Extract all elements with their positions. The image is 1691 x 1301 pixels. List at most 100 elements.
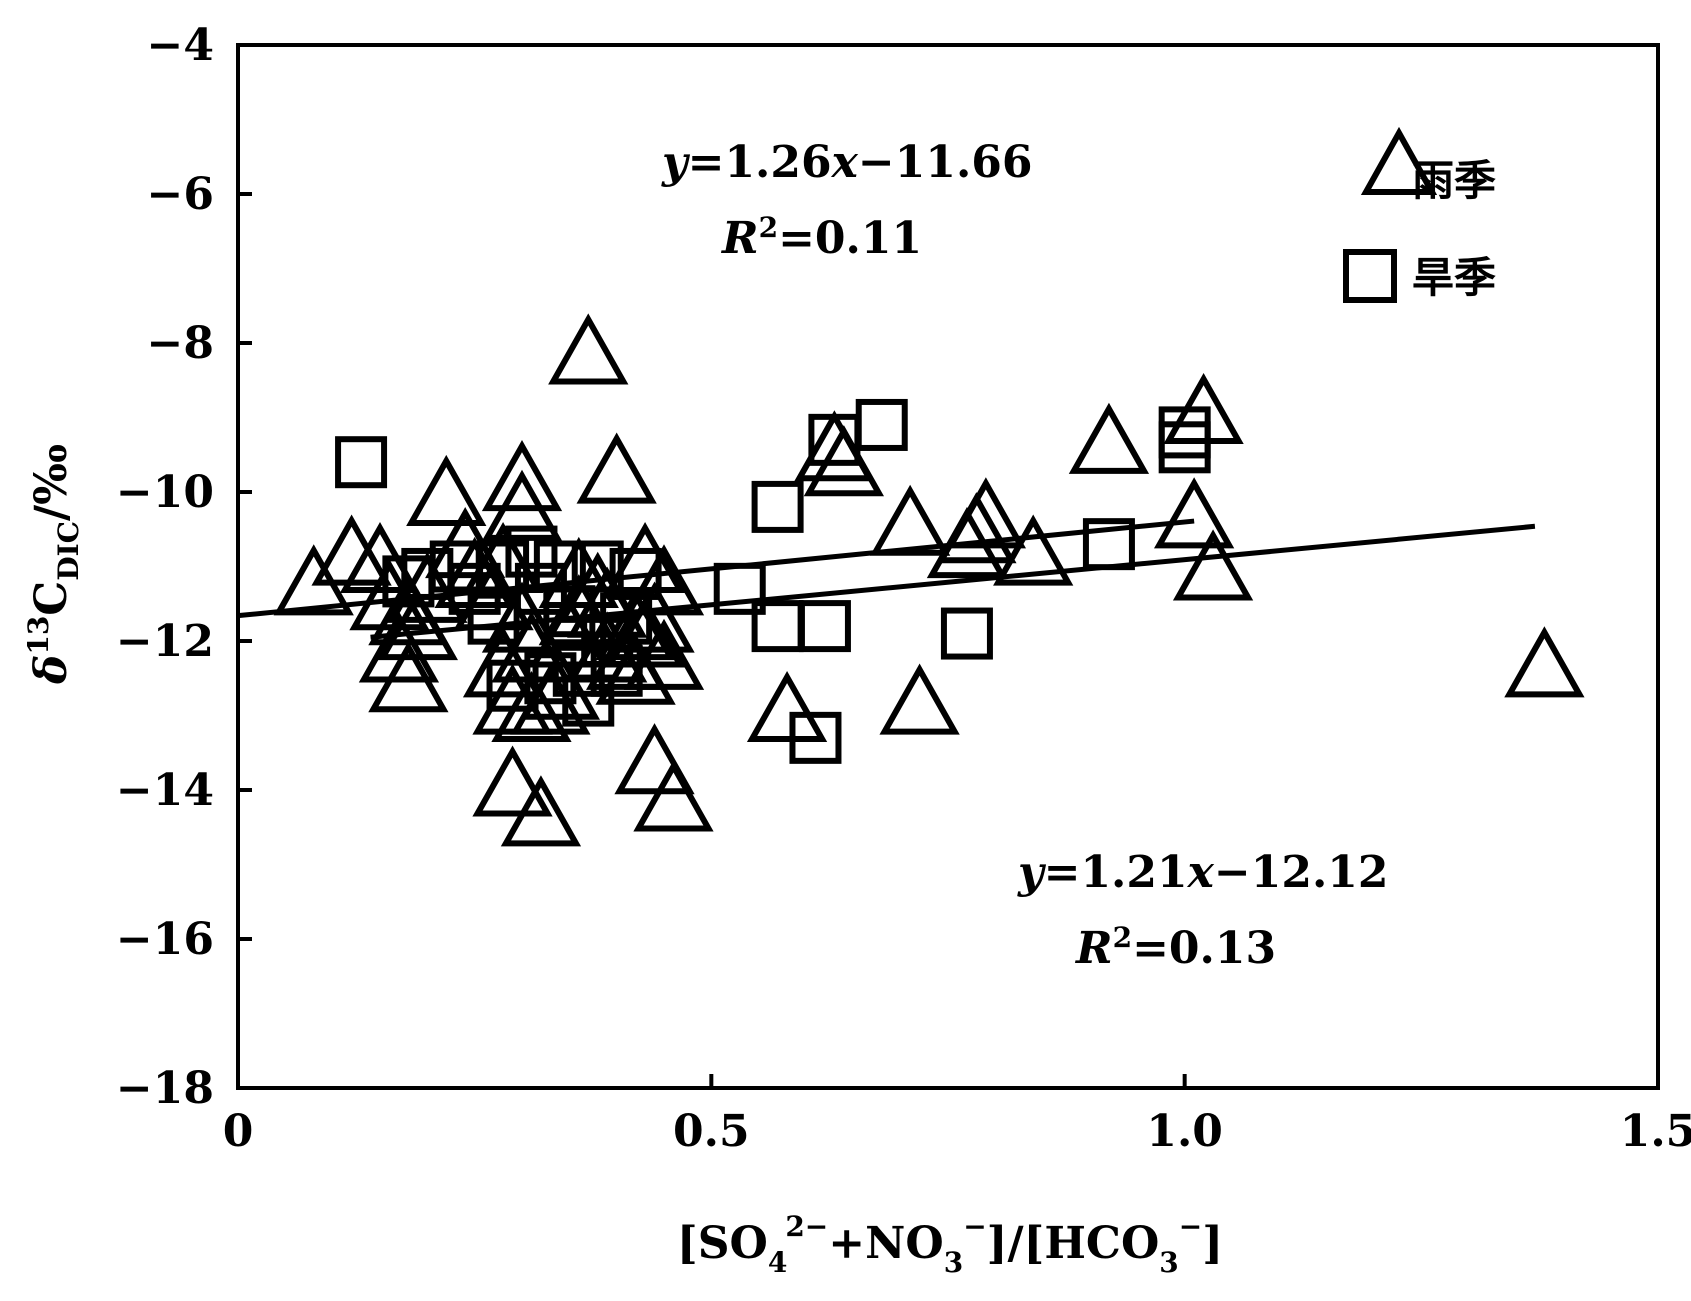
- x-tick-label: 1.0: [1146, 1106, 1223, 1157]
- xlabel-sub-4: 4: [768, 1246, 787, 1279]
- xlabel-sub-3b: 3: [1159, 1246, 1178, 1279]
- rainy-season-point: [595, 633, 676, 705]
- dry-season-point: [609, 547, 662, 600]
- xlabel-part-no: +NO: [828, 1218, 943, 1269]
- xlabel-part-close: ]: [1202, 1218, 1223, 1269]
- rainy-season-point: [993, 514, 1074, 586]
- eq-rainy-y: y: [661, 137, 691, 188]
- eq-dry-rest: −12.12: [1214, 847, 1389, 898]
- y-tick-label: −4: [147, 20, 214, 71]
- ylabel-delta: δ: [26, 655, 77, 685]
- rainy-season-point: [368, 641, 449, 713]
- eq-rainy-x: x: [831, 137, 859, 188]
- rainy-season-point: [623, 544, 705, 616]
- xlabel-part-1: [SO: [677, 1218, 768, 1269]
- dry-season-point: [798, 600, 851, 653]
- dry-season-point: [713, 562, 766, 615]
- dry-season-point: [751, 480, 804, 533]
- dry-season-point: [789, 711, 842, 764]
- dry-season-point: [562, 674, 615, 727]
- dry-season-point: [505, 525, 558, 578]
- x-tick-label: 0.5: [673, 1106, 750, 1157]
- dry-season-point: [467, 592, 520, 645]
- y-tick-label: −14: [116, 765, 214, 816]
- y-tick-label: −10: [116, 467, 214, 518]
- r2-rainy-val: =0.11: [778, 213, 922, 264]
- rainy-season-point: [869, 484, 951, 556]
- rainy-season-point: [481, 469, 563, 541]
- xlabel-sup-minus-b: −: [1179, 1210, 1202, 1243]
- rainy-season-point: [406, 454, 487, 527]
- rainy-season-point: [1504, 626, 1585, 698]
- rainy-season-point: [481, 581, 563, 653]
- y-tick-label: −6: [147, 169, 214, 220]
- rainy-season-point: [481, 440, 563, 512]
- xlabel-sub-3a: 3: [944, 1246, 963, 1279]
- legend: 雨季 旱季: [1343, 126, 1496, 303]
- rainy-season-point: [548, 313, 629, 385]
- dry-season-point: [1158, 421, 1211, 474]
- ylabel-unit: /‰: [26, 444, 77, 521]
- xlabel-sup-2minus: 2−: [785, 1210, 828, 1243]
- rainy-season-point: [879, 663, 960, 735]
- rainy-season-point: [576, 432, 657, 504]
- ylabel-sup-13: 13: [22, 616, 55, 655]
- r2-rainy-r: R: [720, 213, 759, 264]
- equation-rainy: y=1.26x−11.66: [661, 137, 1033, 188]
- xlabel-part-hco: ]/[HCO: [987, 1218, 1160, 1269]
- rainy-season-point: [472, 745, 553, 817]
- equation-dry: y=1.21x−12.12: [1017, 847, 1389, 898]
- ylabel-c: C: [26, 581, 77, 616]
- dry-season-point: [335, 436, 388, 489]
- eq-rainy-rest: −11.66: [858, 137, 1033, 188]
- x-axis-title: [SO42−+NO3−]/[HCO3−]: [677, 1210, 1223, 1279]
- ylabel-sub-dic: DIC: [52, 521, 85, 581]
- dry-season-point: [1082, 518, 1135, 571]
- rainy-season-point: [1172, 529, 1254, 601]
- rainy-season-point: [633, 760, 714, 832]
- dry-season-point: [552, 644, 605, 697]
- rainy-season-point: [519, 648, 601, 720]
- y-axis-title: δ13CDIC/‰: [22, 444, 85, 685]
- dry-season-point: [543, 585, 596, 638]
- data-marks: [273, 313, 1585, 847]
- rainy-season-point: [358, 611, 440, 683]
- eq-dry-eq: =1.21: [1044, 847, 1188, 898]
- r2-rainy-sup: 2: [759, 211, 778, 244]
- dry-season-point: [940, 607, 993, 660]
- rainy-season-point: [500, 775, 582, 847]
- y-tick-label: −16: [116, 914, 214, 965]
- rainy-season-point: [1153, 477, 1235, 549]
- x-axis: 0 0.5 1.0 1.5: [223, 1074, 1691, 1157]
- r2-dry-val: =0.13: [1132, 923, 1276, 974]
- r2-dry: R2=0.13: [1074, 921, 1276, 974]
- legend-label-rainy: 雨季: [1412, 156, 1496, 205]
- y-tick-label: −8: [147, 318, 214, 369]
- y-tick-label: −18: [116, 1063, 214, 1114]
- dry-season-point: [486, 659, 539, 712]
- eq-dry-y: y: [1017, 847, 1047, 898]
- dry-season-point: [590, 644, 643, 697]
- legend-label-dry: 旱季: [1412, 253, 1496, 302]
- legend-square-marker: [1343, 249, 1397, 303]
- x-tick-label: 1.5: [1620, 1106, 1691, 1157]
- rainy-season-point: [746, 670, 828, 743]
- r2-dry-sup: 2: [1113, 921, 1132, 954]
- eq-rainy-eq: =1.26: [688, 137, 832, 188]
- rainy-season-point: [1068, 402, 1150, 474]
- y-tick-label: −12: [116, 616, 214, 667]
- r2-dry-r: R: [1074, 923, 1113, 974]
- x-tick-label: 0: [223, 1106, 254, 1157]
- rainy-season-point: [604, 521, 686, 594]
- dry-season-point: [855, 398, 908, 451]
- eq-dry-x: x: [1187, 847, 1215, 898]
- dry-season-point: [571, 540, 624, 593]
- plot-frame: [236, 43, 1660, 1090]
- legend-triangle-marker: [1360, 126, 1438, 195]
- plot-border: [236, 43, 1660, 1090]
- rainy-season-point: [377, 589, 459, 661]
- r2-rainy: R2=0.11: [720, 211, 922, 264]
- rainy-season-point: [434, 536, 515, 608]
- rainy-season-point: [945, 477, 1027, 549]
